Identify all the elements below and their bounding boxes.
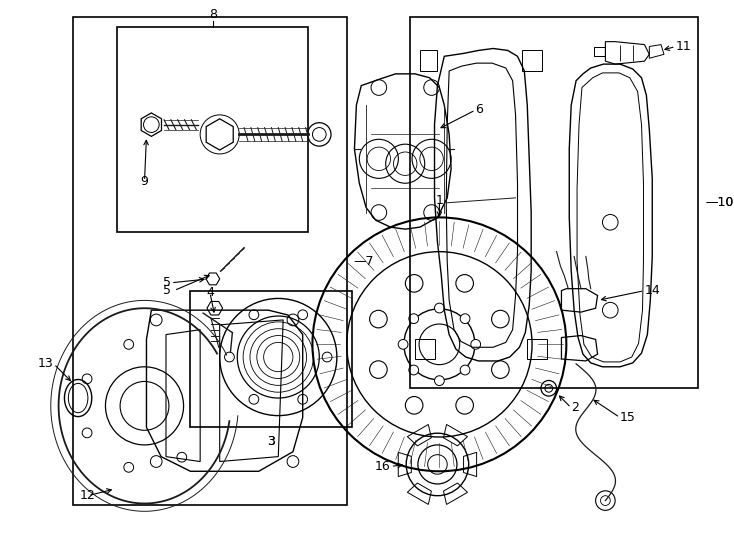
Text: 14: 14 <box>644 284 660 297</box>
Text: 16: 16 <box>375 460 390 473</box>
Circle shape <box>492 361 509 379</box>
Text: 4: 4 <box>206 286 214 299</box>
Circle shape <box>492 310 509 328</box>
Text: 3: 3 <box>267 435 275 448</box>
Text: 12: 12 <box>80 489 95 502</box>
Text: 1: 1 <box>435 194 443 207</box>
Text: —10: —10 <box>705 196 733 210</box>
Circle shape <box>470 340 481 349</box>
Circle shape <box>435 376 444 386</box>
Circle shape <box>456 274 473 292</box>
Circle shape <box>460 365 470 375</box>
Circle shape <box>409 365 418 375</box>
Text: 5: 5 <box>163 276 171 289</box>
Bar <box>73 17 346 505</box>
Circle shape <box>405 274 423 292</box>
Circle shape <box>419 324 459 365</box>
Bar <box>190 291 352 427</box>
Circle shape <box>370 310 388 328</box>
Text: 5: 5 <box>163 284 171 297</box>
Bar <box>410 17 698 388</box>
Text: 13: 13 <box>38 357 54 370</box>
Text: 6: 6 <box>476 104 484 117</box>
Text: —7: —7 <box>354 255 374 268</box>
Text: 3: 3 <box>267 435 275 448</box>
Text: 8: 8 <box>209 8 217 21</box>
Circle shape <box>435 303 444 313</box>
Circle shape <box>409 314 418 323</box>
Bar <box>117 27 308 232</box>
Circle shape <box>460 314 470 323</box>
Text: 11: 11 <box>676 40 691 53</box>
Circle shape <box>456 396 473 414</box>
Circle shape <box>399 340 408 349</box>
Text: 9: 9 <box>141 175 148 188</box>
Text: 2: 2 <box>571 401 579 414</box>
Text: —10: —10 <box>705 196 733 210</box>
Circle shape <box>405 396 423 414</box>
Circle shape <box>370 361 388 379</box>
Text: 15: 15 <box>620 411 636 424</box>
